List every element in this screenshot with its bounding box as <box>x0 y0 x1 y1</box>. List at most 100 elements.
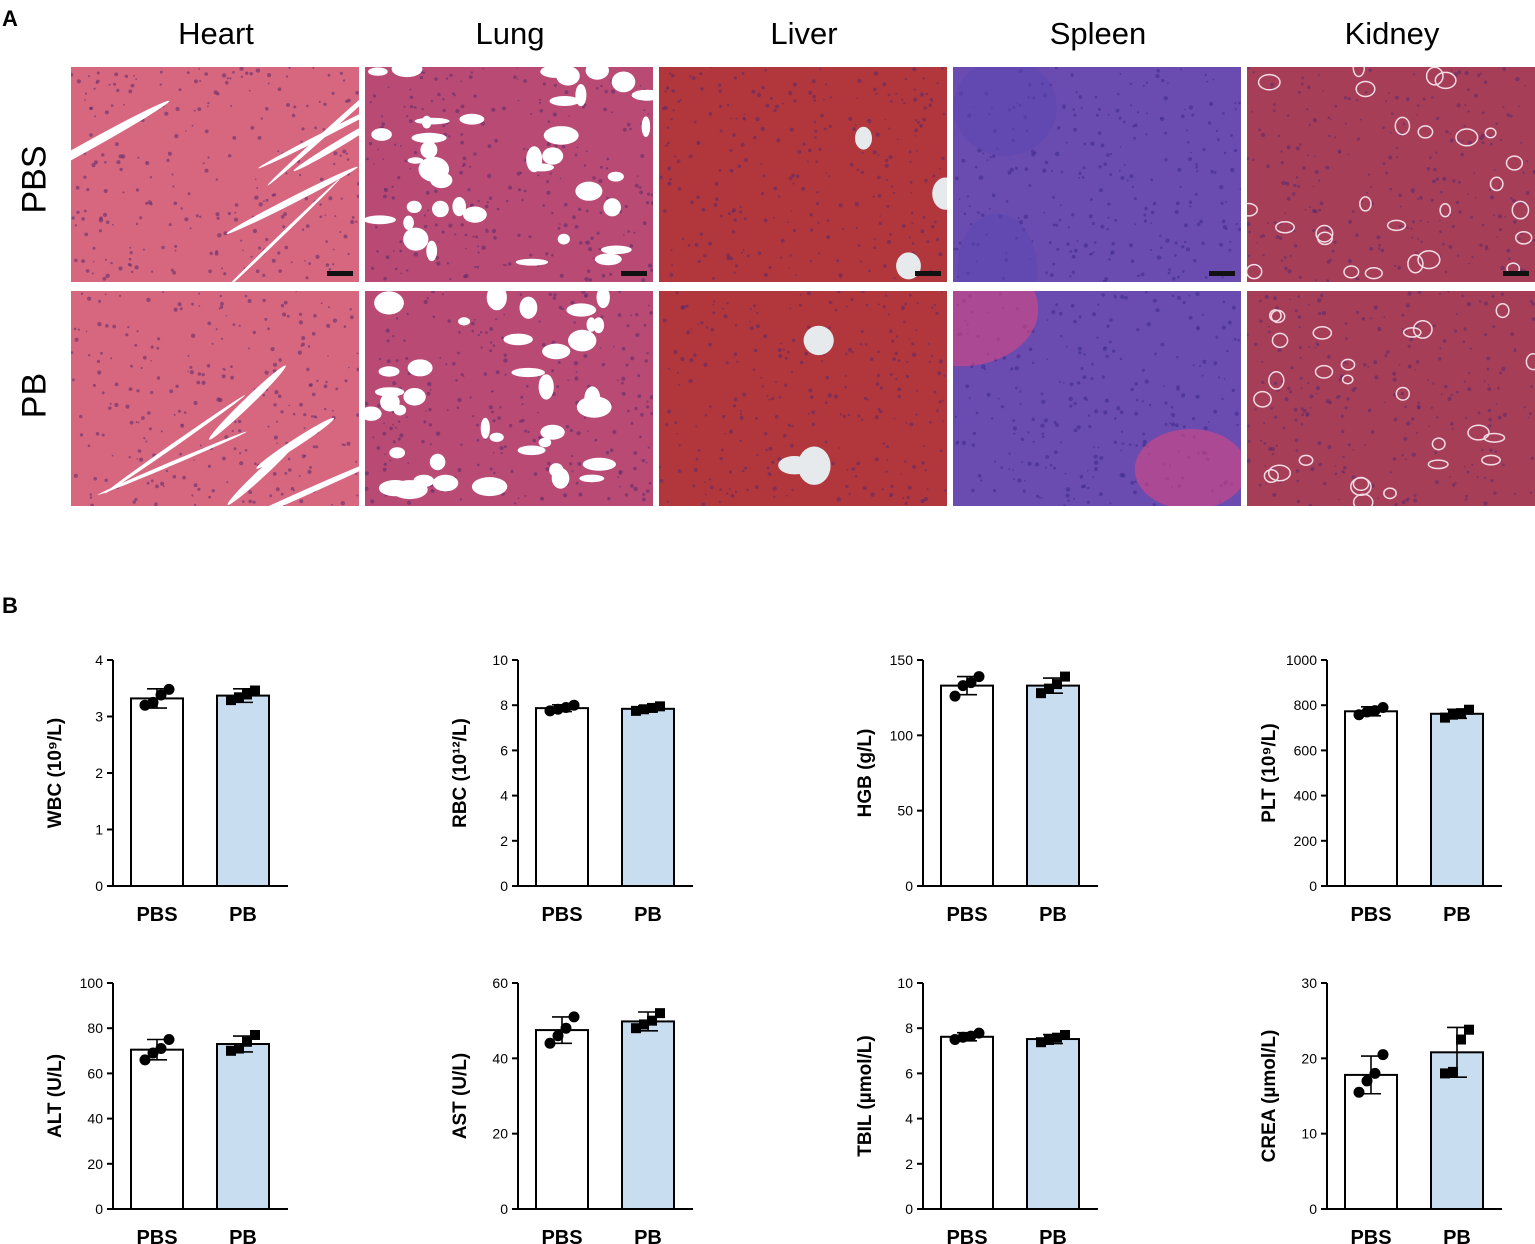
x-tick-label-pbs: PBS <box>1350 1227 1391 1244</box>
bar-pbs <box>941 686 993 886</box>
y-tick-label: 2 <box>95 765 103 781</box>
y-axis-label: WBC (10⁹/L) <box>45 718 66 828</box>
histology-heart-pb <box>71 291 359 506</box>
y-tick-label: 800 <box>1294 697 1318 713</box>
data-point-pb <box>242 1037 252 1047</box>
y-tick-label: 60 <box>492 975 508 991</box>
y-tick-label: 8 <box>500 697 508 713</box>
y-tick-label: 6 <box>905 1065 913 1081</box>
data-point-pbs <box>974 1028 985 1039</box>
data-point-pbs <box>1370 705 1381 716</box>
y-axis-label: CREA (µmol/L) <box>1259 1030 1280 1163</box>
data-point-pbs <box>1378 702 1389 713</box>
data-point-pbs <box>569 1011 580 1022</box>
data-point-pbs <box>950 1034 961 1045</box>
bar-pbs <box>536 708 588 886</box>
data-point-pb <box>250 1030 260 1040</box>
y-axis-label: ALT (U/L) <box>45 1054 66 1138</box>
row-label-pbs: PBS <box>16 145 55 215</box>
organ-title-kidney: Kidney <box>1247 16 1535 52</box>
y-tick-label: 100 <box>890 727 914 743</box>
data-point-pbs <box>545 705 556 716</box>
data-point-pb <box>234 1044 244 1054</box>
data-point-pbs <box>156 690 167 701</box>
data-point-pb <box>1044 684 1054 694</box>
data-point-pbs <box>966 1031 977 1042</box>
scale-bar <box>1503 271 1529 276</box>
data-point-pbs <box>148 1048 159 1059</box>
data-point-pb <box>1456 1035 1466 1045</box>
y-tick-label: 20 <box>1301 1050 1317 1066</box>
x-tick-label-pbs: PBS <box>946 904 987 926</box>
scale-bar <box>1209 271 1235 276</box>
y-tick-label: 80 <box>87 1020 103 1036</box>
x-tick-label-pb: PB <box>1443 904 1471 926</box>
data-point-pb <box>234 692 244 702</box>
data-point-pbs <box>561 1023 572 1034</box>
y-tick-label: 0 <box>500 878 508 894</box>
histology-kidney-pb <box>1247 291 1535 506</box>
y-tick-label: 0 <box>95 1201 103 1217</box>
histology-liver-pb <box>659 291 947 506</box>
data-point-pbs <box>950 691 961 702</box>
data-point-pbs <box>1354 1087 1365 1098</box>
histology-kidney-pbs <box>1247 67 1535 282</box>
data-point-pbs <box>164 684 175 695</box>
data-point-pbs <box>1370 1068 1381 1079</box>
x-tick-label-pb: PB <box>1039 904 1067 926</box>
x-tick-label-pb: PB <box>1443 1227 1471 1244</box>
x-tick-label-pbs: PBS <box>136 1227 177 1244</box>
y-axis-label: HGB (g/L) <box>855 729 876 818</box>
histology-heart-pbs <box>71 67 359 282</box>
y-tick-label: 20 <box>492 1126 508 1142</box>
data-point-pbs <box>1362 706 1373 717</box>
y-tick-label: 600 <box>1294 742 1318 758</box>
bar-pb <box>217 1044 269 1209</box>
data-point-pb <box>1464 1025 1474 1035</box>
y-tick-label: 100 <box>80 975 104 991</box>
data-point-pb <box>1052 1033 1062 1043</box>
organ-title-heart: Heart <box>71 16 361 52</box>
histology-spleen-pbs <box>953 67 1241 282</box>
histology-spleen-pb <box>953 291 1241 506</box>
scale-bar <box>621 271 647 276</box>
bar-pb <box>1027 1039 1079 1209</box>
y-tick-label: 0 <box>905 1201 913 1217</box>
data-point-pbs <box>561 702 572 713</box>
data-point-pbs <box>156 1043 167 1054</box>
y-tick-label: 150 <box>890 652 914 668</box>
x-tick-label-pbs: PBS <box>541 904 582 926</box>
x-tick-label-pb: PB <box>229 1227 257 1244</box>
data-point-pbs <box>958 1032 969 1043</box>
bar-pb <box>622 1021 674 1209</box>
y-axis-label: TBIL (µmol/L) <box>855 1035 876 1156</box>
data-point-pb <box>1036 688 1046 698</box>
y-tick-label: 3 <box>95 709 103 725</box>
y-tick-label: 10 <box>492 652 508 668</box>
bar-pb <box>1431 714 1483 886</box>
data-point-pbs <box>966 677 977 688</box>
data-point-pbs <box>1354 709 1365 720</box>
data-point-pb <box>242 689 252 699</box>
bar-pb <box>217 696 269 886</box>
data-point-pb <box>1448 1067 1458 1077</box>
y-tick-label: 40 <box>492 1050 508 1066</box>
x-tick-label-pb: PB <box>634 1227 662 1244</box>
data-point-pb <box>655 1008 665 1018</box>
scale-bar <box>915 271 941 276</box>
y-tick-label: 1000 <box>1286 652 1317 668</box>
histology-lung-pb <box>365 291 653 506</box>
data-point-pb <box>631 1023 641 1033</box>
data-point-pbs <box>545 1038 556 1049</box>
data-point-pbs <box>958 680 969 691</box>
x-tick-label-pbs: PBS <box>946 1227 987 1244</box>
data-point-pb <box>250 686 260 696</box>
x-tick-label-pb: PB <box>634 904 662 926</box>
bar-pbs <box>1345 1075 1397 1209</box>
data-point-pbs <box>553 704 564 715</box>
data-point-pb <box>226 1046 236 1056</box>
y-tick-label: 10 <box>1301 1126 1317 1142</box>
bar-pb <box>1431 1052 1483 1209</box>
data-point-pbs <box>140 1054 151 1065</box>
data-point-pbs <box>164 1034 175 1045</box>
